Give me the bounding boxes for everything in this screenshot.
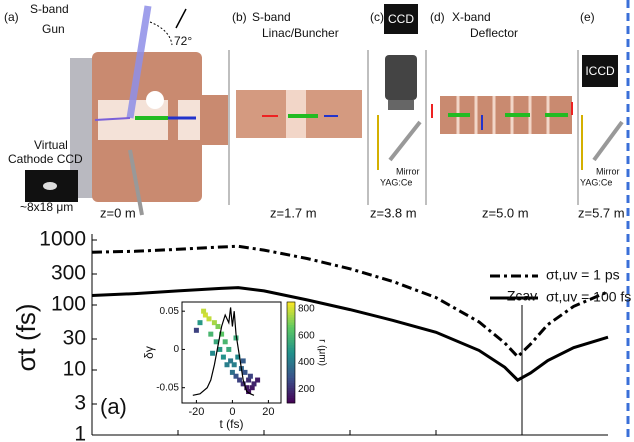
annotation: (a): [100, 394, 127, 419]
camera-label: ICCD: [585, 64, 615, 78]
ccd-label: Cathode CCD: [8, 152, 83, 166]
x-tick-label: 0: [229, 406, 235, 418]
y-axis-title: σt (fs): [11, 303, 41, 371]
scatter-point: [241, 358, 246, 363]
y-tick-label: 0.05: [160, 306, 180, 317]
mirror-label: Mirror: [396, 166, 420, 176]
panel-tag: (e): [580, 10, 595, 24]
y-tick-label: 1000: [39, 228, 86, 251]
annotation: Zcav: [507, 288, 537, 304]
y-tick-label: 10: [63, 358, 86, 381]
scatter-point: [207, 316, 212, 321]
y-tick-label: 1: [74, 423, 86, 442]
panel-tag: (a): [4, 10, 19, 24]
legend-label: σt,uv = 1 ps: [546, 267, 620, 283]
scatter-point: [201, 309, 206, 314]
scatter-point: [210, 351, 215, 356]
scatter-point: [226, 347, 231, 352]
colorbar-title: r (μm): [316, 339, 327, 366]
scatter-point: [208, 332, 213, 337]
spot-label: ~8x18 μm: [20, 200, 73, 214]
colorbar-tick-label: 800: [298, 303, 315, 314]
panel-tag: (c): [370, 10, 384, 24]
mirror-label: Mirror: [596, 166, 620, 176]
panel-title: Deflector: [470, 26, 518, 40]
y-tick-label: 300: [51, 262, 86, 285]
panel-title: S-band: [30, 2, 69, 16]
x-tick-label: -20: [188, 406, 204, 418]
y-axis-title: δγ: [142, 346, 156, 359]
z-label: z=1.7 m: [270, 205, 317, 220]
z-label: z=0 m: [100, 205, 136, 220]
panel-title: S-band: [252, 10, 291, 24]
y-tick-label: 3: [74, 392, 86, 415]
panel-tag: (d): [430, 10, 445, 24]
panel-title: X-band: [452, 10, 491, 24]
z-label: z=5.0 m: [482, 205, 529, 220]
y-tick-label: 30: [63, 327, 86, 350]
y-tick-label: 0: [173, 344, 179, 355]
linac-drawing: [236, 90, 362, 138]
gun-drawing: [25, 6, 228, 215]
colorbar-tick-label: 600: [298, 330, 315, 341]
legend-label: σt,uv = 100 fs: [546, 289, 631, 305]
ccd-drawing: [378, 4, 420, 170]
figure: (a) S-band Gun 72° Virtual Cathode CCD ~…: [0, 0, 634, 442]
camera-label: CCD: [388, 12, 414, 26]
ccd-label: Virtual: [34, 138, 68, 152]
colorbar-tick-label: 400: [298, 357, 315, 368]
x-axis-title: t (fs): [220, 417, 244, 431]
colorbar-tick-label: 200: [298, 384, 315, 395]
panel-title: Linac/Buncher: [262, 26, 339, 40]
scatter-point: [221, 355, 226, 360]
screen-label: YAG:Ce: [580, 177, 612, 187]
scatter-point: [255, 378, 260, 383]
y-tick-label: -0.05: [156, 382, 179, 393]
scatter-point: [194, 328, 199, 333]
y-tick-label: 100: [51, 293, 86, 316]
panel-tag: (b): [232, 10, 247, 24]
scatter-point: [248, 374, 253, 379]
scatter-point: [243, 370, 248, 375]
screen-label: YAG:Ce: [380, 177, 412, 187]
scatter-point: [232, 362, 237, 367]
z-label: z=3.8 m: [370, 205, 417, 220]
deflector-drawing: [432, 96, 572, 134]
page: (a) S-band Gun 72° Virtual Cathode CCD ~…: [0, 0, 634, 442]
scatter-point: [216, 324, 221, 329]
z-label: z=5.7 m: [578, 205, 625, 220]
scatter-point: [223, 339, 228, 344]
angle-label: 72°: [174, 34, 192, 48]
scatter-point: [198, 320, 203, 325]
panel-title: Gun: [42, 22, 65, 36]
x-tick-label: 20: [262, 406, 274, 418]
